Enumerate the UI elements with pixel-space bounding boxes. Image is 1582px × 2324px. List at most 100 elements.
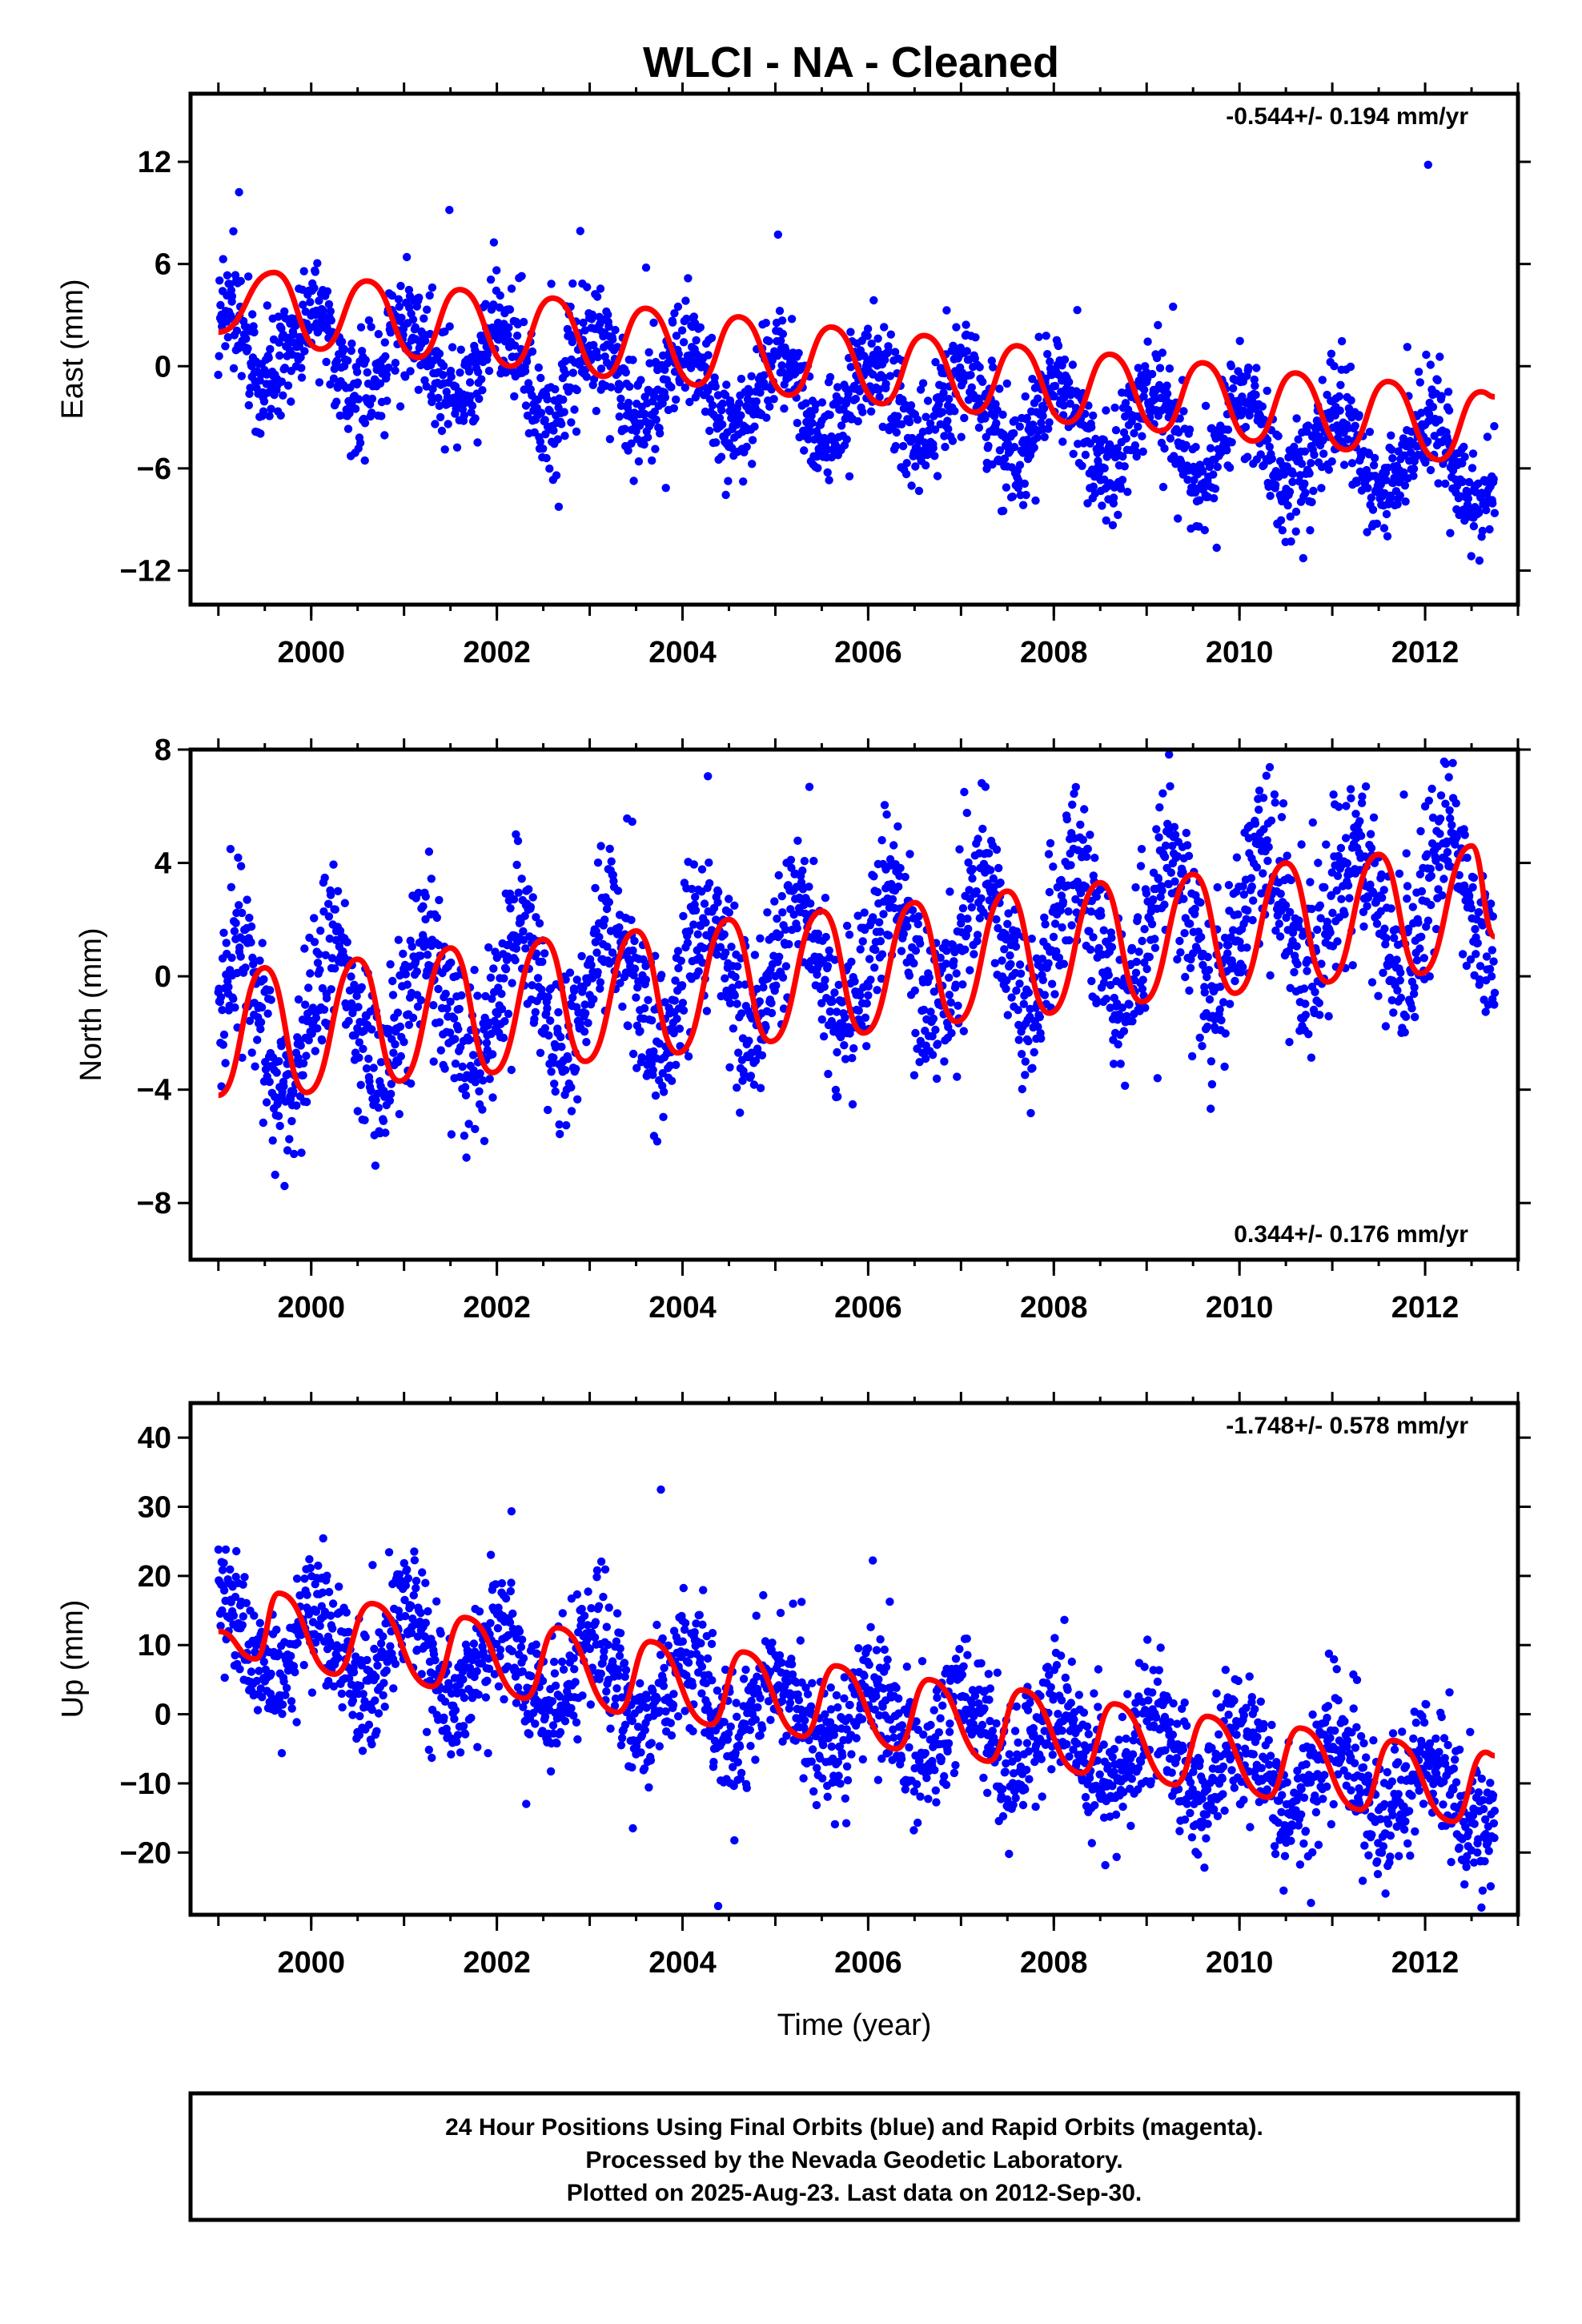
data-point — [486, 973, 496, 983]
data-point — [640, 1003, 649, 1013]
data-point — [825, 946, 833, 955]
data-point — [1485, 964, 1495, 974]
data-point — [1327, 457, 1336, 466]
data-point — [485, 1075, 494, 1084]
data-point — [383, 396, 391, 405]
data-point — [1369, 460, 1379, 470]
data-point — [1259, 794, 1268, 802]
data-point — [1185, 986, 1194, 995]
data-point — [1281, 901, 1291, 910]
data-point — [628, 817, 636, 826]
data-point — [973, 936, 982, 946]
data-point — [679, 911, 688, 921]
north-frame — [188, 747, 1520, 1262]
data-point — [381, 352, 390, 361]
data-point — [320, 873, 329, 883]
data-point — [391, 359, 400, 368]
data-point — [403, 980, 412, 989]
data-point — [1488, 912, 1498, 921]
data-point — [1069, 449, 1078, 458]
data-point — [371, 1096, 380, 1104]
data-point — [367, 1025, 376, 1034]
data-point — [873, 334, 882, 343]
data-point — [1333, 937, 1342, 946]
data-point — [1028, 1063, 1037, 1072]
data-point — [547, 1068, 556, 1076]
data-point — [1008, 493, 1018, 501]
data-point — [756, 934, 765, 943]
data-point — [1040, 991, 1050, 999]
data-point — [596, 842, 605, 850]
data-point — [1137, 845, 1146, 854]
data-point — [414, 888, 423, 898]
data-point — [221, 1545, 231, 1554]
data-point — [1452, 832, 1461, 842]
data-point — [1221, 1029, 1230, 1038]
data-point — [1165, 364, 1174, 373]
data-point — [632, 1063, 641, 1072]
data-point — [1198, 1042, 1207, 1051]
data-point — [437, 426, 447, 436]
data-point — [679, 338, 689, 347]
data-point — [507, 1065, 516, 1075]
data-point — [577, 951, 586, 961]
data-point — [1342, 802, 1351, 810]
data-point — [873, 986, 881, 995]
data-point — [379, 1116, 388, 1126]
data-point — [1161, 841, 1170, 850]
data-point — [1343, 435, 1352, 444]
data-point — [579, 318, 588, 328]
data-point — [1127, 943, 1137, 953]
data-point — [257, 1003, 267, 1012]
data-point — [287, 397, 295, 406]
data-point — [247, 1667, 256, 1676]
data-point — [1152, 825, 1161, 834]
data-point — [681, 296, 690, 305]
data-point — [540, 949, 549, 958]
data-point — [1399, 468, 1408, 477]
data-point — [1423, 436, 1432, 446]
data-point — [769, 395, 778, 404]
data-point — [877, 950, 887, 959]
data-point — [355, 1053, 363, 1062]
data-point — [1288, 928, 1298, 938]
data-point — [471, 414, 480, 423]
data-point — [1160, 852, 1170, 862]
data-point — [395, 302, 404, 312]
data-point — [1409, 464, 1419, 473]
data-point — [701, 918, 710, 927]
data-point — [1341, 834, 1351, 842]
data-point — [1301, 489, 1310, 497]
data-point — [1160, 900, 1169, 909]
data-point — [1058, 923, 1066, 932]
data-point — [512, 860, 521, 870]
data-point — [1488, 499, 1497, 508]
data-point — [407, 1079, 416, 1088]
data-point — [570, 987, 579, 995]
data-point — [974, 834, 982, 843]
data-point — [957, 432, 966, 441]
data-point — [488, 1050, 497, 1059]
east-frame — [188, 91, 1520, 607]
data-point — [605, 435, 615, 444]
data-point — [351, 404, 360, 413]
data-point — [1314, 858, 1323, 867]
data-point — [1358, 792, 1367, 801]
data-point — [243, 344, 252, 353]
data-point — [289, 330, 298, 339]
data-point — [733, 999, 741, 1008]
data-point — [1243, 452, 1252, 461]
data-point — [885, 854, 895, 864]
data-point — [596, 984, 604, 993]
data-point — [733, 962, 742, 971]
data-point — [777, 336, 785, 345]
data-point — [908, 906, 917, 915]
data-point — [545, 407, 554, 416]
data-point — [220, 1673, 229, 1683]
data-point — [567, 1107, 576, 1116]
data-point — [1229, 384, 1238, 393]
data-point — [1154, 320, 1162, 330]
data-point — [978, 686, 986, 694]
data-point — [931, 1025, 940, 1035]
